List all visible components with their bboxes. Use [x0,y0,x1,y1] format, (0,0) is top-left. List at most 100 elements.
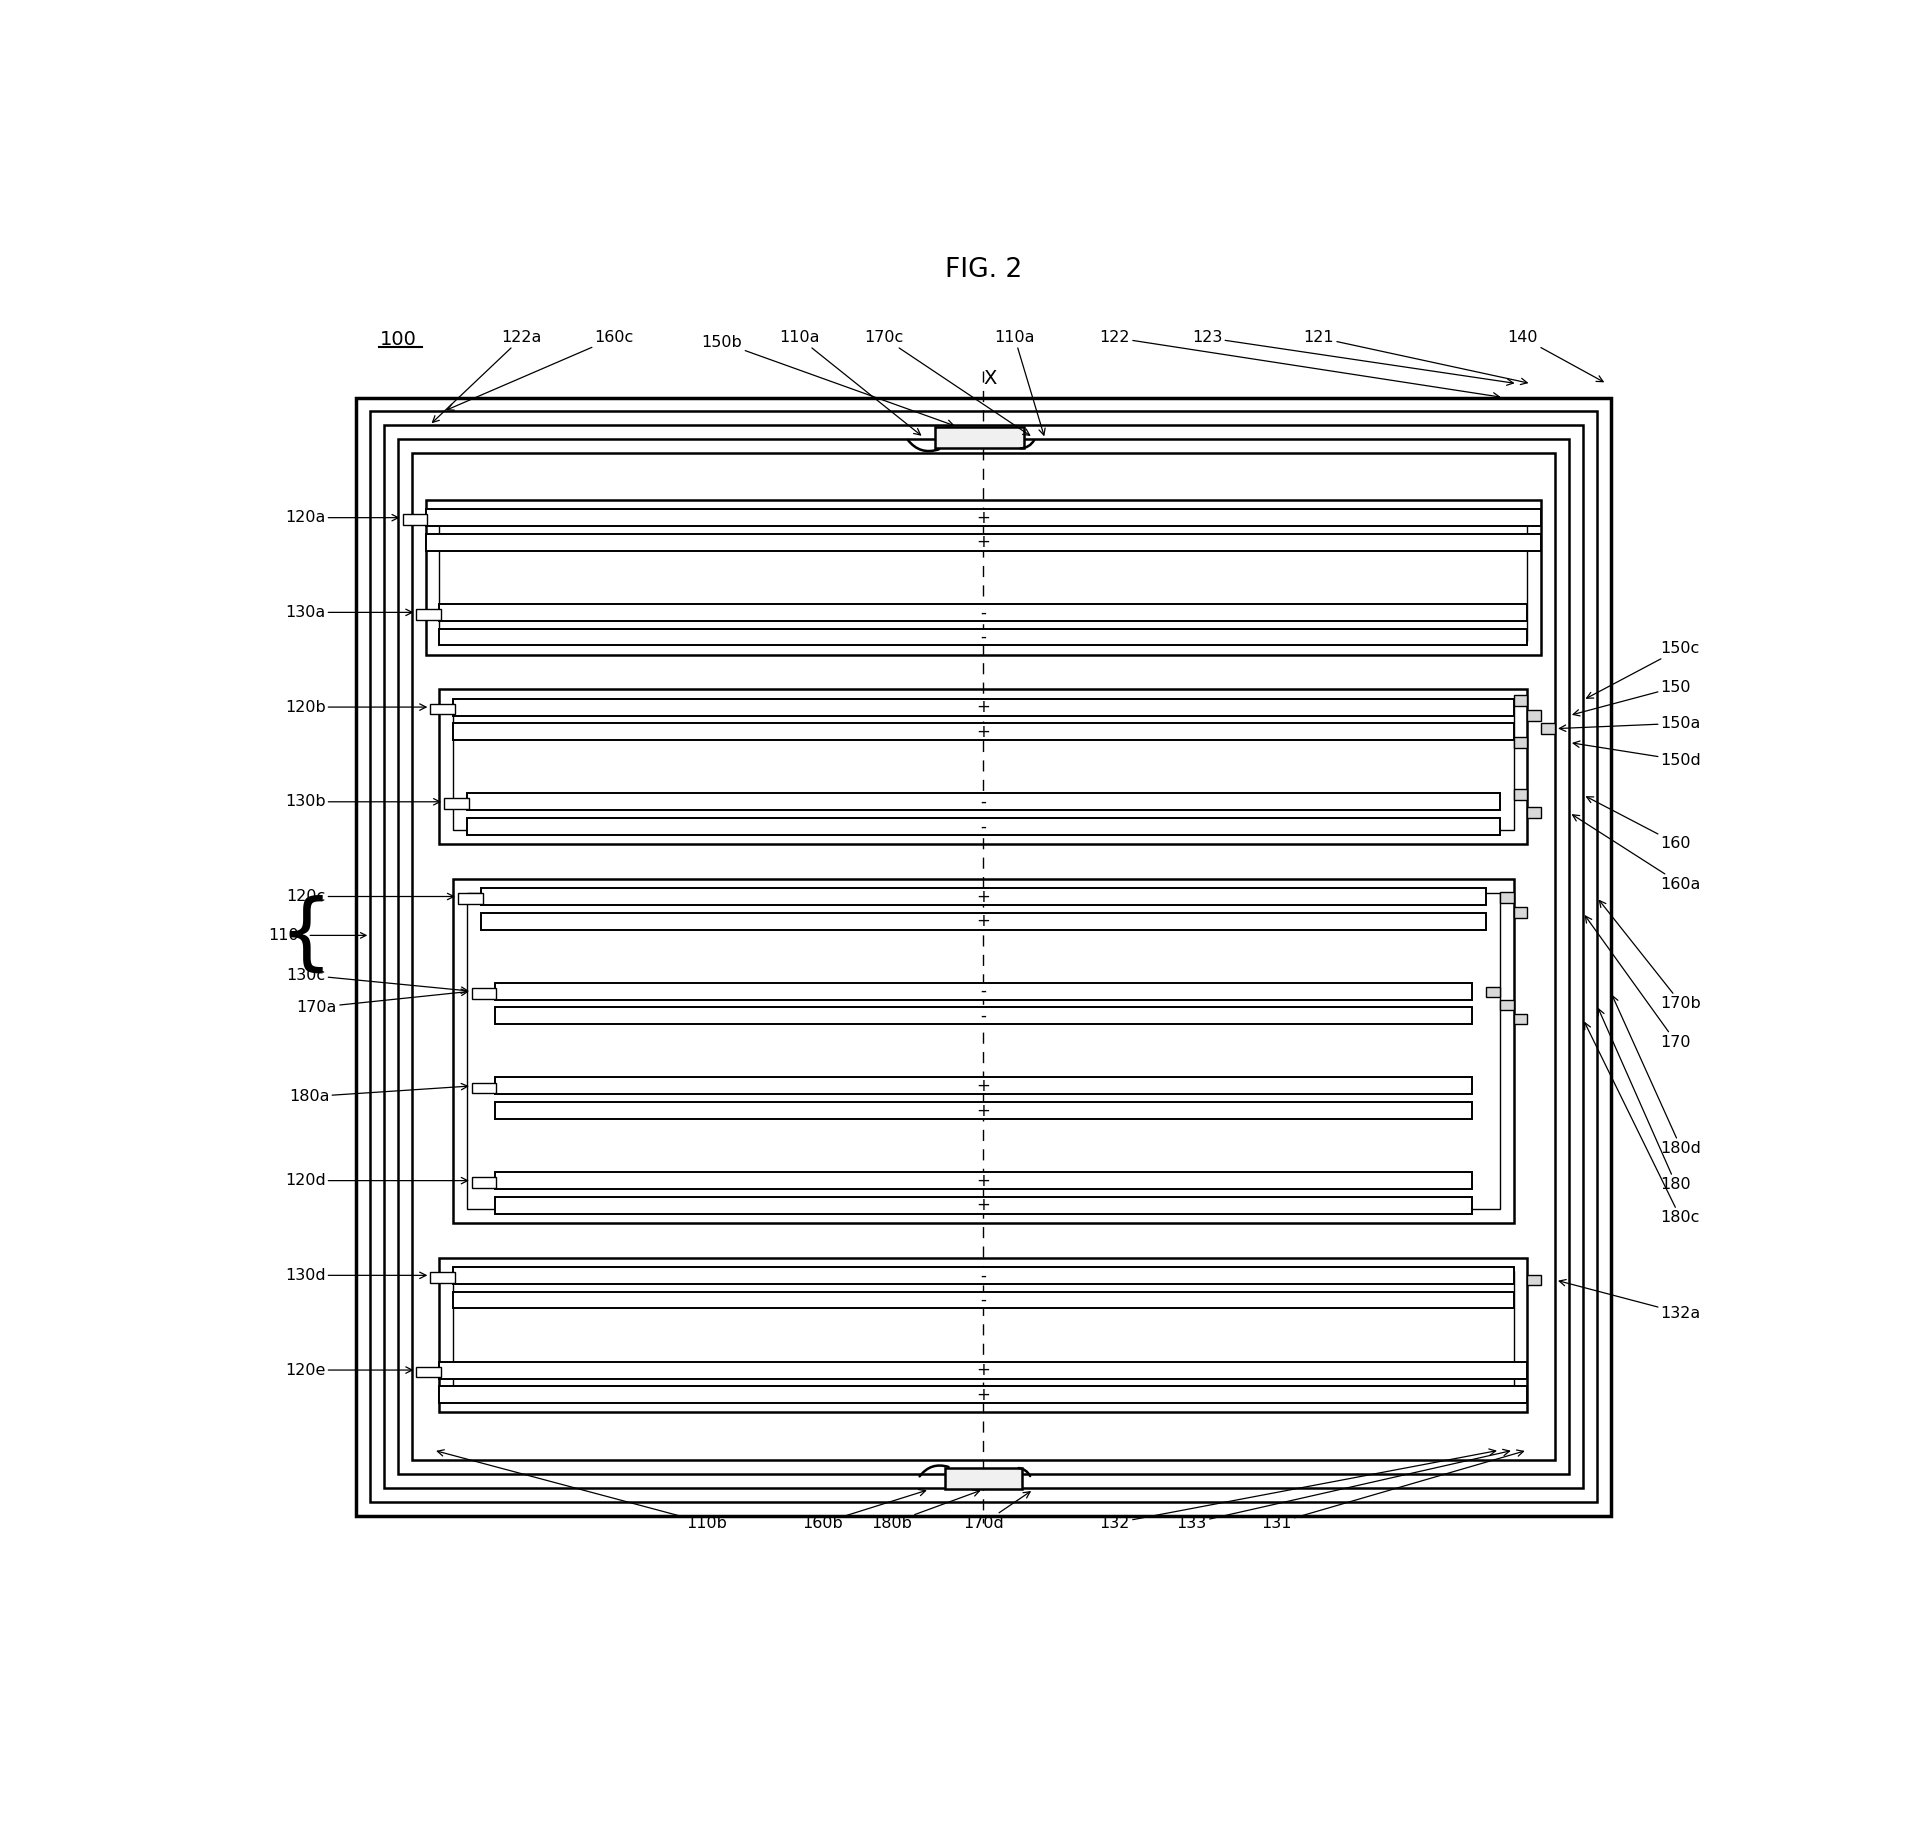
Text: -: - [981,603,986,621]
Text: {: { [280,895,332,975]
Text: -: - [981,1007,986,1025]
Text: 120e: 120e [286,1363,413,1378]
Text: 170b: 170b [1599,900,1702,1010]
Bar [439,1361,1528,1378]
Bar [453,698,1514,716]
Text: 120b: 120b [284,700,426,715]
Text: 120d: 120d [284,1174,468,1189]
Bar [466,817,1501,834]
Text: 150b: 150b [702,334,954,426]
Bar [443,799,468,808]
Text: -: - [981,628,986,647]
Text: 160: 160 [1587,797,1691,851]
Bar [357,397,1610,1516]
Text: 180: 180 [1599,1009,1691,1192]
Bar [439,628,1528,645]
Text: 180c: 180c [1585,1023,1700,1225]
Bar [495,1196,1472,1214]
Bar [495,983,1472,999]
Text: 170a: 170a [297,988,468,1014]
Text: 170: 170 [1585,917,1691,1049]
Text: 150: 150 [1574,680,1691,716]
Bar [403,514,428,525]
Text: 140: 140 [1508,331,1602,382]
Text: +: + [977,1385,990,1403]
Text: 110a: 110a [779,331,921,435]
Bar [416,610,441,619]
Bar [426,500,1541,654]
Text: +: + [977,1361,990,1380]
Text: 121: 121 [1303,331,1528,384]
Bar [439,604,1528,621]
Bar [413,454,1554,1460]
Bar [426,509,1541,525]
Text: 180d: 180d [1612,996,1702,1155]
Text: 110b: 110b [438,1449,727,1530]
Text: 122: 122 [1100,331,1499,399]
Bar [426,535,1541,551]
Text: 130a: 130a [286,604,413,619]
Bar [495,1102,1472,1119]
Text: 160b: 160b [802,1490,925,1530]
Bar [1541,724,1554,735]
Text: +: + [977,698,990,716]
Text: 130b: 130b [284,794,439,810]
Bar [416,1367,441,1378]
Bar [1514,737,1528,748]
Text: 130d: 130d [284,1268,426,1282]
Bar [482,913,1485,930]
Text: 150a: 150a [1560,716,1700,731]
Text: 133: 133 [1176,1449,1510,1530]
Text: 131: 131 [1261,1449,1524,1530]
Bar [439,1258,1528,1413]
Text: 170d: 170d [963,1492,1031,1530]
Text: FIG. 2: FIG. 2 [944,257,1023,283]
Text: 120a: 120a [286,511,399,525]
Bar [453,878,1514,1223]
Bar [439,689,1528,845]
Bar [1514,907,1528,918]
Bar [439,1387,1528,1403]
Bar [1485,986,1501,997]
Text: 122a: 122a [432,331,541,423]
Bar [472,1178,497,1189]
Text: +: + [977,1076,990,1095]
Text: 100: 100 [380,331,416,349]
Bar [495,1078,1472,1095]
Bar [472,988,497,999]
Text: -: - [981,794,986,810]
Text: +: + [977,722,990,740]
Bar [397,439,1570,1473]
Text: -: - [981,817,986,836]
Bar [459,893,482,904]
Text: 150d: 150d [1574,740,1702,768]
Bar [935,426,1025,448]
Bar [1514,1014,1528,1025]
Bar [1501,893,1514,902]
Text: +: + [977,913,990,930]
Bar [453,1268,1514,1284]
Bar [466,893,1501,1209]
Text: -: - [981,1291,986,1310]
Text: +: + [977,1196,990,1214]
Text: 120c: 120c [286,889,453,904]
Bar [482,887,1485,906]
Text: X: X [983,369,996,388]
Text: 123: 123 [1192,331,1514,386]
Bar [1501,999,1514,1010]
Bar [1514,790,1528,801]
Text: 132a: 132a [1560,1280,1700,1321]
Text: 110a: 110a [994,331,1046,435]
Bar [466,794,1501,810]
Text: 132: 132 [1100,1449,1495,1530]
Text: +: + [977,533,990,551]
Bar [384,424,1583,1488]
Bar [944,1468,1023,1490]
Bar [453,704,1514,830]
Text: -: - [981,1266,986,1284]
Bar [453,1291,1514,1308]
Text: 160c: 160c [447,331,633,410]
Bar [1528,806,1541,817]
Text: 110: 110 [269,928,299,942]
Text: +: + [977,1172,990,1190]
